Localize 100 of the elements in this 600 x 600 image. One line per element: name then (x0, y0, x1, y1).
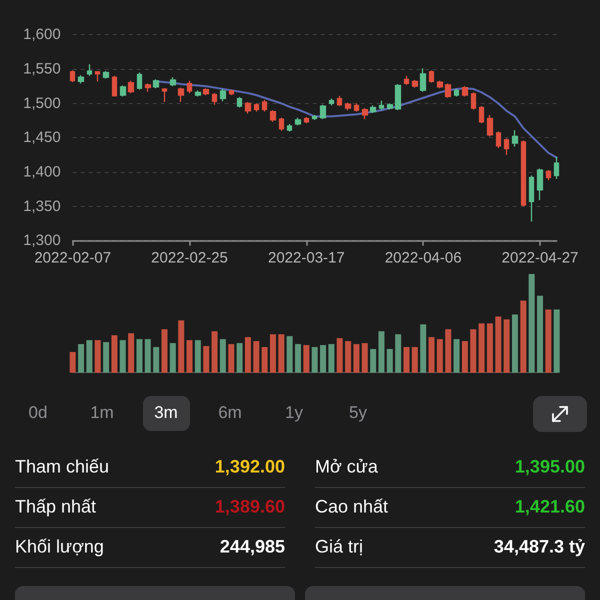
bar (136, 339, 142, 373)
bar (70, 352, 76, 373)
y-tick-label: 1,450 (23, 129, 61, 146)
bar (286, 336, 293, 373)
candlestick (362, 108, 368, 120)
candlestick (186, 80, 192, 94)
bar (120, 340, 126, 373)
bar (512, 314, 518, 373)
bar (220, 339, 226, 373)
text: 3m (154, 403, 178, 422)
bar (454, 339, 460, 373)
candlestick (312, 114, 318, 120)
category-label: Cao nhất (315, 496, 388, 516)
bar (253, 341, 260, 373)
bar (412, 347, 418, 373)
candlestick (436, 80, 444, 89)
bar (312, 347, 318, 373)
candlestick (70, 70, 76, 83)
candlestick (520, 140, 526, 207)
candlestick (128, 80, 134, 94)
candlestick (470, 92, 476, 110)
bar (528, 274, 535, 373)
candlestick (420, 68, 426, 92)
candlestick (512, 130, 518, 148)
bar (153, 347, 160, 373)
x-tick-label: 2022-04-27 (502, 250, 578, 267)
candlestick (336, 95, 342, 107)
candlestick (262, 99, 268, 112)
bar (420, 324, 426, 373)
bar (395, 334, 402, 373)
bar (236, 343, 243, 373)
category-label: Mở cửa (315, 456, 378, 476)
candlestick (554, 156, 560, 180)
bar (403, 347, 410, 373)
bar (336, 338, 343, 373)
y-tick-label: 1,500 (23, 94, 61, 112)
bar (445, 329, 452, 373)
bar (278, 334, 284, 373)
candlestick (120, 84, 126, 98)
bar (362, 343, 368, 373)
candlestick (152, 78, 160, 89)
x-tick-label: 2022-02-25 (151, 250, 228, 267)
y-tick-label: 1,400 (23, 164, 61, 181)
bar (103, 342, 110, 373)
candlestick (78, 74, 84, 84)
candlestick (344, 102, 352, 111)
x-tick-label: 2022-03-17 (268, 250, 345, 267)
bar (345, 341, 352, 373)
candlestick (496, 130, 502, 149)
text: 1,395.00 (514, 456, 585, 476)
candlestick (162, 88, 168, 103)
candlestick (412, 79, 418, 88)
bar (386, 349, 393, 373)
bar (94, 340, 101, 373)
bar (78, 344, 84, 373)
candlestick (286, 123, 292, 132)
bar (186, 340, 193, 373)
candlestick (94, 70, 100, 82)
category-label: Tham chiếu (15, 456, 110, 476)
text: 244,985 (220, 536, 285, 556)
bar (303, 345, 310, 373)
x-tick-label: 2022-04-06 (384, 250, 462, 267)
category-label: Khối lượng (15, 536, 104, 556)
bar (170, 343, 176, 373)
bar (111, 335, 118, 373)
bar (537, 296, 544, 373)
candlestick (428, 70, 434, 84)
y-tick-label: 1,550 (23, 60, 61, 78)
bar (478, 323, 485, 373)
x-tick-label: 2022-02-07 (34, 250, 112, 267)
bar (244, 337, 251, 373)
text: 1,392.00 (214, 456, 285, 476)
bar (554, 310, 560, 373)
bar (462, 341, 468, 373)
text: 1,389.60 (214, 496, 285, 516)
bar (161, 329, 168, 373)
candlestick (202, 88, 210, 96)
bar (86, 340, 92, 373)
candlestick (478, 106, 484, 124)
candlestick (370, 104, 376, 114)
candlestick (236, 96, 242, 108)
y-tick-label: 1,600 (23, 26, 61, 44)
bar (370, 349, 376, 373)
candlestick (136, 72, 142, 90)
y-tick-label: 1,300 (23, 232, 61, 250)
candlestick (212, 92, 218, 106)
candlestick (178, 86, 184, 103)
text: 5y (349, 403, 367, 422)
bar (228, 344, 234, 373)
text: 1m (90, 403, 114, 422)
bar (212, 331, 218, 373)
bar (504, 319, 510, 373)
bar (428, 337, 435, 373)
text: 34,487.3 tỷ (494, 536, 585, 556)
bar (436, 339, 443, 373)
candlestick (528, 174, 534, 222)
candlestick (244, 101, 252, 114)
candlestick (170, 76, 176, 87)
bar (520, 300, 526, 373)
category-label: Thấp nhất (15, 496, 96, 516)
